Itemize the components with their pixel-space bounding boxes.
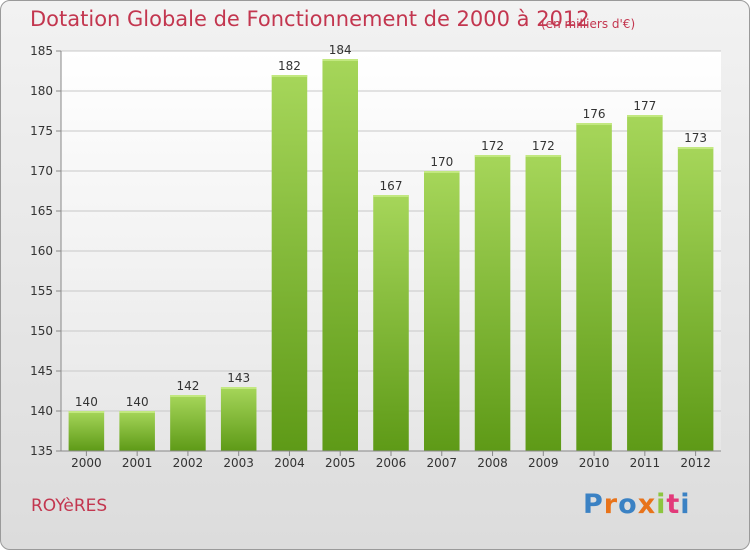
- y-tick-label: 145: [30, 364, 53, 378]
- bar: [627, 115, 663, 451]
- x-tick-label: 2006: [376, 456, 407, 470]
- bar-highlight: [170, 395, 206, 397]
- bar-highlight: [576, 123, 612, 125]
- x-tick-label: 2005: [325, 456, 356, 470]
- data-label: 167: [380, 179, 403, 193]
- bar: [68, 411, 105, 451]
- data-label: 176: [583, 107, 606, 121]
- bar-highlight: [322, 59, 358, 61]
- bar: [424, 171, 460, 451]
- bar-highlight: [220, 387, 257, 389]
- bar-highlight: [271, 75, 308, 77]
- proxiti-logo: Proxiti: [583, 489, 691, 520]
- data-label: 140: [126, 395, 149, 409]
- data-label: 170: [430, 155, 453, 169]
- chart-unit: (en milliers d'€): [541, 17, 636, 31]
- bar: [576, 123, 612, 451]
- y-tick-label: 135: [30, 444, 53, 458]
- bar: [525, 155, 562, 451]
- x-tick-label: 2012: [680, 456, 711, 470]
- logo-letter: i: [656, 489, 667, 520]
- bar-highlight: [525, 155, 562, 157]
- data-label: 172: [481, 139, 504, 153]
- bar-highlight: [424, 171, 460, 173]
- bar: [271, 75, 308, 451]
- x-tick-label: 2011: [630, 456, 661, 470]
- data-label: 184: [329, 43, 352, 57]
- y-tick-label: 140: [30, 404, 53, 418]
- bar-highlight: [68, 411, 105, 413]
- y-tick-label: 155: [30, 284, 53, 298]
- bar-highlight: [373, 195, 409, 197]
- x-tick-label: 2000: [71, 456, 102, 470]
- data-label: 177: [633, 99, 656, 113]
- bar: [119, 411, 155, 451]
- y-tick-label: 150: [30, 324, 53, 338]
- x-tick-label: 2009: [528, 456, 559, 470]
- x-tick-label: 2003: [223, 456, 254, 470]
- logo-letter: P: [583, 489, 604, 520]
- bar-highlight: [627, 115, 663, 117]
- bar-highlight: [119, 411, 155, 413]
- y-tick-label: 160: [30, 244, 53, 258]
- x-tick-label: 2002: [173, 456, 204, 470]
- y-tick-label: 170: [30, 164, 53, 178]
- x-tick-label: 2008: [477, 456, 508, 470]
- x-tick-label: 2004: [274, 456, 305, 470]
- data-label: 143: [227, 371, 250, 385]
- x-tick-label: 2001: [122, 456, 153, 470]
- bar: [170, 395, 206, 451]
- bar-highlight: [677, 147, 714, 149]
- bar: [474, 155, 511, 451]
- data-label: 142: [176, 379, 199, 393]
- commune-name: ROYèRES: [31, 496, 108, 516]
- y-tick-label: 165: [30, 204, 53, 218]
- bar: [220, 387, 257, 451]
- logo-letter: r: [603, 489, 619, 520]
- chart-title: Dotation Globale de Fonctionnement de 20…: [30, 7, 590, 31]
- logo-letter: i: [680, 489, 691, 520]
- bar: [677, 147, 714, 451]
- x-tick-label: 2010: [579, 456, 610, 470]
- bar: [373, 195, 409, 451]
- y-tick-label: 180: [30, 84, 53, 98]
- data-label: 140: [75, 395, 98, 409]
- data-label: 173: [684, 131, 707, 145]
- y-tick-label: 175: [30, 124, 53, 138]
- y-tick-label: 185: [30, 44, 53, 58]
- bar: [322, 59, 358, 451]
- data-label: 182: [278, 59, 301, 73]
- logo-letter: o: [618, 489, 638, 520]
- logo-letter: x: [637, 489, 657, 520]
- data-label: 172: [532, 139, 555, 153]
- logo-letter: t: [666, 489, 681, 520]
- x-tick-label: 2007: [426, 456, 457, 470]
- bar-highlight: [474, 155, 511, 157]
